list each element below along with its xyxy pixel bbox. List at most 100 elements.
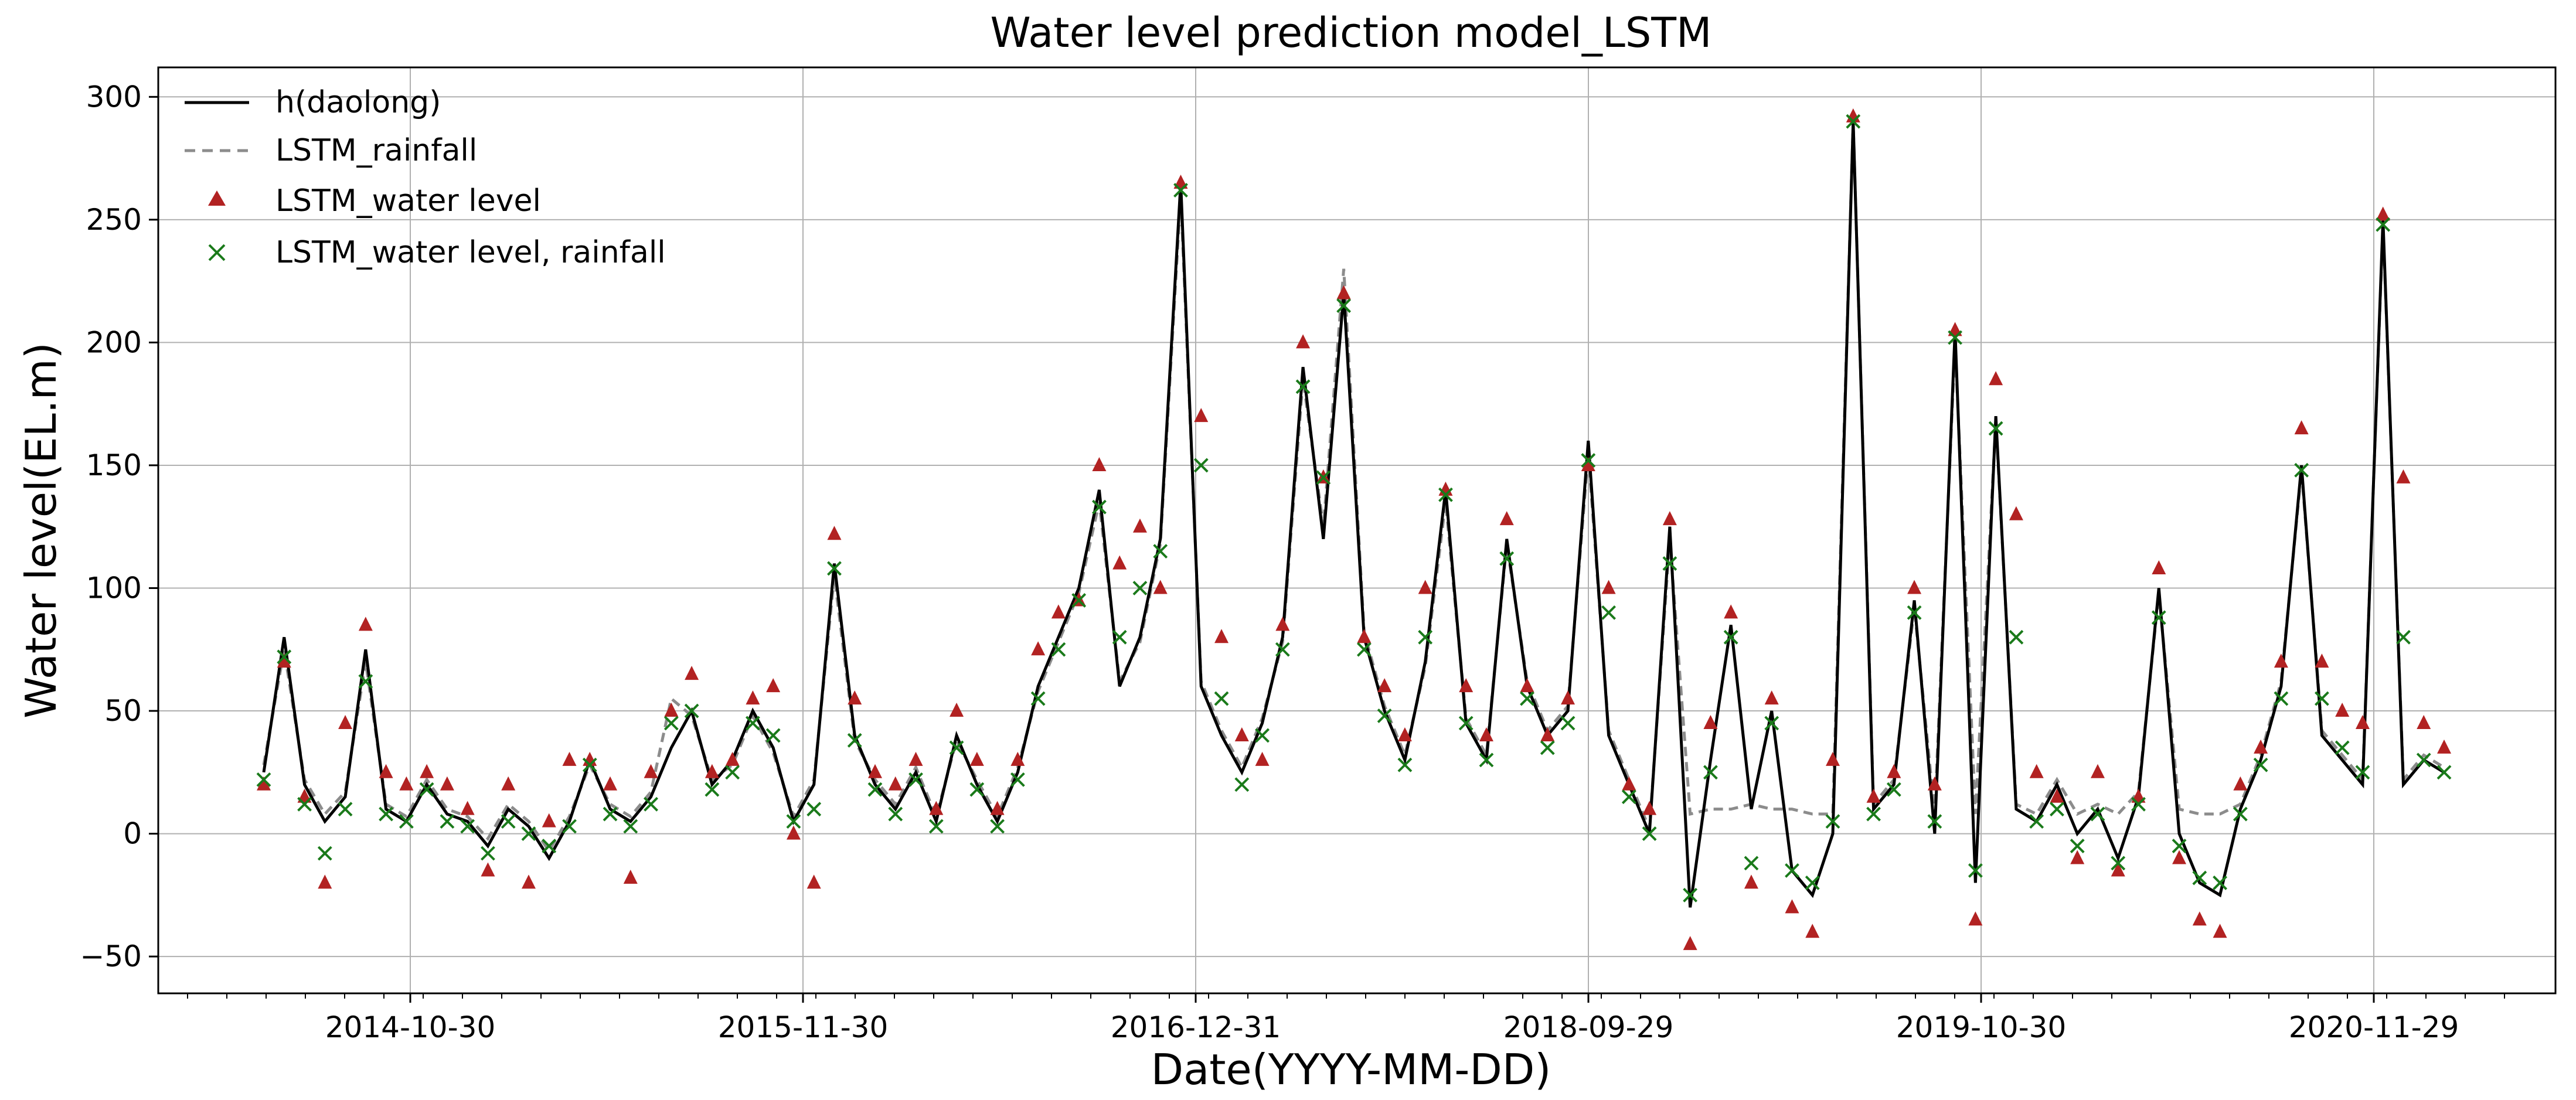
x-axis-ticks: 2014-10-30 2015-11-30 2016-12-31 2018-09-29… xyxy=(187,993,2505,1044)
point-lstm-water-level-rainfall xyxy=(725,765,740,780)
point-lstm-water-level-rainfall xyxy=(1621,789,1636,805)
point-lstm-water-level-rainfall xyxy=(338,802,353,817)
point-lstm-water-level-rainfall xyxy=(2355,765,2370,780)
point-lstm-water-level xyxy=(318,874,332,889)
point-lstm-water-level xyxy=(2152,560,2166,574)
point-lstm-water-level-rainfall xyxy=(807,802,822,817)
chart-title: Water level prediction model_LSTM xyxy=(991,9,1712,57)
point-lstm-water-level-rainfall xyxy=(2029,814,2044,829)
point-lstm-water-level xyxy=(2355,714,2370,729)
point-lstm-water-level xyxy=(786,825,801,840)
point-lstm-water-level xyxy=(1622,776,1636,791)
point-lstm-water-level xyxy=(1520,678,1534,693)
point-lstm-water-level xyxy=(2111,862,2125,877)
point-lstm-water-level xyxy=(1601,580,1616,594)
point-lstm-water-level xyxy=(1785,899,1799,914)
point-lstm-water-level xyxy=(867,764,882,778)
point-lstm-water-level xyxy=(1703,714,1718,729)
point-lstm-water-level-rainfall xyxy=(1988,421,2003,436)
point-lstm-water-level-rainfall xyxy=(1418,629,1433,645)
point-lstm-water-level xyxy=(2315,653,2329,668)
legend-label-water-level-rainfall: LSTM_water level, rainfall xyxy=(275,235,666,270)
legend: h(daolong) LSTM_rainfall LSTM_water leve… xyxy=(185,85,666,270)
point-lstm-water-level xyxy=(1234,727,1249,741)
legend-label-observed: h(daolong) xyxy=(275,85,441,120)
point-lstm-water-level-rainfall xyxy=(847,733,862,748)
point-lstm-water-level xyxy=(399,776,414,791)
point-lstm-water-level xyxy=(481,862,495,877)
point-lstm-water-level xyxy=(2233,776,2248,791)
point-lstm-water-level xyxy=(1724,604,1738,619)
point-lstm-water-level xyxy=(1092,457,1107,471)
y-tick-label: 50 xyxy=(104,694,142,728)
point-lstm-water-level-rainfall xyxy=(1336,298,1352,313)
point-lstm-water-level xyxy=(2396,469,2411,483)
point-lstm-water-level xyxy=(1907,580,1922,594)
point-lstm-water-level-rainfall xyxy=(542,839,557,853)
point-lstm-water-level xyxy=(1397,727,1412,741)
point-lstm-water-level-rainfall xyxy=(317,846,332,861)
point-lstm-water-level-rainfall xyxy=(1948,330,1963,345)
point-lstm-water-level-rainfall xyxy=(2050,802,2064,817)
point-lstm-water-level-rainfall xyxy=(1377,709,1392,723)
point-lstm-water-level xyxy=(1031,641,1046,656)
point-lstm-water-level xyxy=(2172,850,2187,864)
point-lstm-water-level xyxy=(521,874,536,889)
point-lstm-water-level xyxy=(950,703,964,717)
point-lstm-water-level-rainfall xyxy=(1234,777,1250,792)
point-lstm-water-level-rainfall xyxy=(582,757,597,772)
point-lstm-water-level xyxy=(2070,850,2085,864)
point-lstm-water-level-rainfall xyxy=(1397,757,1413,772)
point-lstm-water-level xyxy=(2213,924,2227,938)
point-lstm-water-level-rainfall xyxy=(2009,629,2024,645)
x-tick-label: 2019-10-30 xyxy=(1896,1010,2067,1044)
point-lstm-water-level-rainfall xyxy=(1458,716,1474,731)
point-lstm-water-level xyxy=(1561,690,1575,705)
point-lstm-water-level xyxy=(1866,788,1881,803)
point-lstm-water-level xyxy=(2050,788,2064,803)
point-lstm-water-level-rainfall xyxy=(623,819,638,834)
point-lstm-water-level-rainfall xyxy=(2335,740,2350,755)
point-lstm-water-level xyxy=(2192,911,2207,926)
point-lstm-water-level xyxy=(1479,727,1493,741)
point-lstm-water-level-rainfall xyxy=(765,728,781,743)
point-lstm-water-level-rainfall xyxy=(2314,691,2329,706)
point-lstm-water-level-rainfall xyxy=(1683,887,1698,903)
y-tick-label: 100 xyxy=(86,571,142,605)
point-lstm-water-level-rainfall xyxy=(2192,870,2207,886)
point-lstm-water-level-rainfall xyxy=(440,814,455,829)
point-lstm-water-level-rainfall xyxy=(1846,114,1861,129)
point-lstm-water-level-rainfall xyxy=(2233,806,2248,822)
point-lstm-water-level-rainfall xyxy=(1295,379,1311,394)
point-lstm-water-level-rainfall xyxy=(644,796,658,812)
point-lstm-water-level-rainfall xyxy=(501,814,516,829)
x-tick-label: 2015-11-30 xyxy=(718,1010,889,1044)
x-axis-label: Date(YYYY-MM-DD) xyxy=(1151,1045,1551,1094)
point-lstm-water-level-rainfall xyxy=(2090,806,2105,822)
point-lstm-water-level xyxy=(1581,457,1595,471)
point-lstm-water-level xyxy=(929,801,944,815)
point-lstm-water-level-rainfall xyxy=(2274,691,2289,706)
point-lstm-water-level-rainfall xyxy=(1316,470,1331,485)
point-lstm-water-level xyxy=(827,526,842,540)
y-tick-label: 250 xyxy=(86,203,142,237)
point-lstm-water-level-rainfall xyxy=(1214,691,1229,706)
point-lstm-water-level-rainfall xyxy=(1438,487,1453,502)
x-tick-label: 2018-09-29 xyxy=(1503,1010,1674,1044)
point-lstm-water-level-rainfall xyxy=(2213,875,2227,890)
point-lstm-water-level-rainfall xyxy=(1968,863,1983,878)
point-lstm-water-level-rainfall xyxy=(1479,752,1494,768)
point-lstm-water-level xyxy=(1336,285,1351,299)
point-lstm-water-level-rainfall xyxy=(1601,605,1616,620)
point-lstm-water-level-rainfall xyxy=(969,782,985,797)
point-lstm-water-level-rainfall xyxy=(1132,581,1148,595)
point-lstm-water-level xyxy=(705,764,719,778)
point-lstm-water-level-rainfall xyxy=(562,819,577,834)
point-lstm-water-level xyxy=(1764,690,1779,705)
point-lstm-water-level-rainfall xyxy=(603,806,618,822)
point-lstm-water-level-rainfall xyxy=(745,716,760,731)
point-lstm-water-level xyxy=(2294,420,2309,435)
point-lstm-water-level xyxy=(1357,629,1372,643)
point-lstm-water-level-rainfall xyxy=(2111,856,2126,871)
